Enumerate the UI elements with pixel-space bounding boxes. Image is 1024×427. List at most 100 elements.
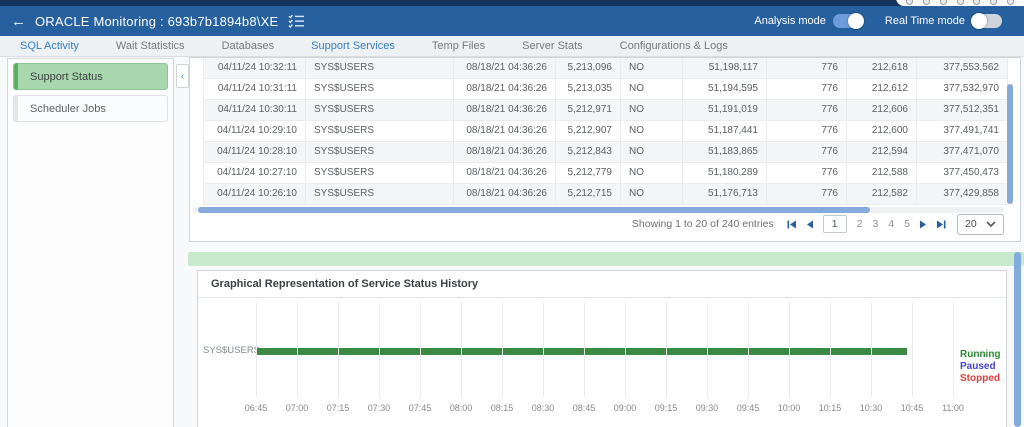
table-cell: 51,180,289 [682, 163, 766, 183]
tab-sql-activity[interactable]: SQL Activity [20, 40, 79, 52]
chart-gridline [502, 302, 503, 397]
table-cell: 776 [766, 79, 846, 99]
tab-wait-statistics[interactable]: Wait Statistics [116, 40, 185, 52]
sidebar-collapse-button[interactable]: ‹ [176, 64, 189, 88]
x-axis-tick-label: 08:30 [532, 403, 555, 413]
page-number-list: 12345 [823, 215, 910, 233]
page-number-button[interactable]: 5 [904, 218, 910, 230]
table-cell: NO [620, 142, 682, 162]
chevron-left-icon: ‹ [181, 71, 184, 82]
table-cell: NO [620, 58, 682, 78]
table-cell: 04/11/24 10:31:11 [203, 79, 305, 99]
chart-title: Graphical Representation of Service Stat… [198, 271, 1006, 298]
tab-server-stats[interactable]: Server Stats [522, 40, 583, 52]
table-cell: 212,612 [846, 79, 916, 99]
overlay-dot-icon [1007, 0, 1014, 5]
x-axis-tick-label: 10:30 [860, 403, 883, 413]
table-cell: SYS$USERS [305, 163, 453, 183]
table-row[interactable]: 04/11/24 10:31:11SYS$USERS08/18/21 04:36… [203, 79, 1008, 100]
table-cell: NO [620, 121, 682, 141]
legend-item: Stopped [960, 373, 1001, 385]
next-page-button[interactable] [919, 220, 927, 229]
table-cell: 776 [766, 142, 846, 162]
page-number-button[interactable]: 4 [888, 218, 894, 230]
table-row[interactable]: 04/11/24 10:30:11SYS$USERS08/18/21 04:36… [203, 100, 1008, 121]
chart-gridline [379, 302, 380, 397]
table-cell: NO [620, 163, 682, 183]
table-cell: 51,183,865 [682, 142, 766, 162]
chart-gridline [830, 302, 831, 397]
x-axis-tick-label: 10:45 [901, 403, 924, 413]
x-axis-tick-label: 06:45 [245, 403, 268, 413]
table-cell: 776 [766, 163, 846, 183]
x-axis-tick-label: 07:30 [368, 403, 391, 413]
x-axis-tick-label: 09:30 [696, 403, 719, 413]
tab-temp-files[interactable]: Temp Files [432, 40, 485, 52]
table-cell: 04/11/24 10:32:11 [203, 58, 305, 78]
table-cell: 212,618 [846, 58, 916, 78]
table-row[interactable]: 04/11/24 10:26:10SYS$USERS08/18/21 04:36… [203, 184, 1008, 205]
table-row[interactable]: 04/11/24 10:27:10SYS$USERS08/18/21 04:36… [203, 163, 1008, 184]
previous-page-button[interactable] [806, 220, 814, 229]
analysis-mode-label: Analysis mode [754, 15, 826, 27]
table-cell: 08/18/21 04:36:26 [453, 58, 555, 78]
chart-gridline [707, 302, 708, 397]
table-cell: 08/18/21 04:36:26 [453, 79, 555, 99]
table-cell: 377,450,473 [916, 163, 1008, 183]
chart-legend: RunningPausedStopped [960, 349, 1001, 385]
overlay-dot-icon [923, 0, 930, 5]
page-number-button[interactable]: 3 [872, 218, 878, 230]
chart-gridline [912, 302, 913, 397]
table-row[interactable]: 04/11/24 10:32:11SYS$USERS08/18/21 04:36… [203, 58, 1008, 79]
page-size-select[interactable]: 20 [957, 214, 1004, 235]
checklist-icon[interactable] [288, 14, 305, 28]
pagination-summary: Showing 1 to 20 of 240 entries [632, 218, 774, 230]
table-vertical-scrollbar-thumb[interactable] [1007, 84, 1013, 204]
table-cell: 5,213,035 [555, 79, 620, 99]
analysis-mode-toggle[interactable] [833, 14, 863, 28]
table-cell: 04/11/24 10:26:10 [203, 184, 305, 204]
table-cell: 08/18/21 04:36:26 [453, 121, 555, 141]
x-axis-tick-label: 10:15 [819, 403, 842, 413]
tab-support-services[interactable]: Support Services [311, 40, 395, 52]
table-cell: 51,191,019 [682, 100, 766, 120]
table-cell: 51,194,595 [682, 79, 766, 99]
collapsed-section-band[interactable] [188, 252, 1024, 266]
sidebar-item-support-status[interactable]: Support Status [13, 63, 168, 90]
x-axis-tick-label: 09:45 [737, 403, 760, 413]
table-row[interactable]: 04/11/24 10:29:10SYS$USERS08/18/21 04:36… [203, 121, 1008, 142]
page-title: ORACLE Monitoring : 693b7b1894b8\XE [35, 14, 278, 29]
chart-gridline [748, 302, 749, 397]
sidebar-item-scheduler-jobs[interactable]: Scheduler Jobs [13, 95, 168, 122]
page-number-button[interactable]: 1 [823, 215, 847, 233]
back-arrow-icon[interactable]: ← [11, 14, 26, 29]
realtime-mode-toggle[interactable] [972, 14, 1002, 28]
page-vertical-scrollbar-thumb[interactable] [1014, 252, 1021, 427]
top-window-strip [0, 0, 1024, 6]
first-page-button[interactable] [787, 220, 797, 229]
tab-databases[interactable]: Databases [222, 40, 275, 52]
table-cell: 04/11/24 10:27:10 [203, 163, 305, 183]
tab-configurations-logs[interactable]: Configurations & Logs [620, 40, 728, 52]
last-page-button[interactable] [936, 220, 946, 229]
chart-gridline [666, 302, 667, 397]
table-row[interactable]: 04/11/24 10:28:10SYS$USERS08/18/21 04:36… [203, 142, 1008, 163]
table-cell: SYS$USERS [305, 58, 453, 78]
table-cell: 212,600 [846, 121, 916, 141]
chart-gridline [953, 302, 954, 397]
table-cell: 776 [766, 100, 846, 120]
chart-gridline [625, 302, 626, 397]
toggle-knob [848, 13, 864, 29]
page-number-button[interactable]: 2 [857, 218, 863, 230]
sidebar-item-label: Support Status [30, 71, 103, 83]
sidebar: Support Status Scheduler Jobs [7, 58, 174, 427]
oracle-monitoring-screen: ← ORACLE Monitoring : 693b7b1894b8\XE An… [0, 0, 1024, 427]
x-axis-tick-label: 08:15 [491, 403, 514, 413]
table-cell: 377,553,562 [916, 58, 1008, 78]
table-cell: SYS$USERS [305, 79, 453, 99]
overlay-dot-icon [957, 0, 964, 5]
table-cell: 04/11/24 10:28:10 [203, 142, 305, 162]
chart-gridline [584, 302, 585, 397]
legend-item: Paused [960, 361, 1001, 373]
screen-overlay-toolbar [896, 0, 1024, 6]
